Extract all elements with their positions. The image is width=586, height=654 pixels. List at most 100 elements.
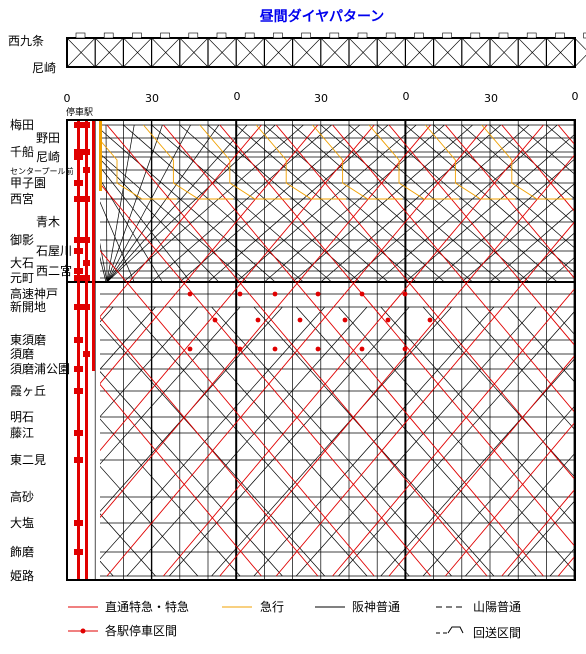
top-panel: 西九条 尼崎	[8, 32, 586, 75]
diagram-frame	[66, 119, 576, 581]
time-tick-label: 30	[314, 92, 328, 105]
hanshin-local-down	[517, 124, 575, 176]
station-label: 高速神戸	[10, 286, 58, 301]
stop-marker	[83, 149, 90, 155]
hanshin-local-up	[348, 124, 530, 283]
stop-marker	[83, 275, 90, 281]
top-train-line	[461, 37, 491, 68]
station-label: 大石	[10, 256, 34, 270]
stop-dot	[212, 317, 218, 323]
top-deadhead-mark	[470, 32, 481, 39]
express-down	[368, 124, 459, 200]
station-label: 東二見	[10, 453, 46, 467]
legend-label: 阪神普通	[352, 600, 400, 614]
top-train-line	[546, 37, 575, 68]
stop-column-orange	[99, 121, 102, 191]
stop-marker	[74, 549, 83, 555]
top-deadhead-mark	[329, 32, 340, 39]
stop-marker	[74, 268, 83, 274]
top-deadhead-mark	[526, 32, 537, 39]
stop-dot	[237, 291, 243, 297]
hanshin-local-up	[546, 256, 575, 283]
express-down	[425, 124, 516, 200]
hanshin-local-down	[100, 128, 276, 283]
station-label: 飾磨	[10, 545, 34, 559]
stop-dot	[385, 317, 391, 323]
stop-marker	[74, 304, 83, 310]
legend-swatch-loop	[447, 626, 464, 634]
stop-column-label: 停車駅	[66, 106, 93, 118]
station-label: 新開地	[10, 299, 46, 314]
hanshin-local-up	[489, 207, 575, 283]
top-train-line	[376, 37, 406, 68]
sanyo-local-up	[380, 357, 575, 577]
hanshin-local-down	[100, 178, 163, 283]
top-deadhead-mark	[132, 32, 142, 39]
top-deadhead-mark	[160, 32, 170, 39]
legend-item-all-stations: 各駅停車区間	[68, 623, 177, 638]
limited-express-up	[445, 421, 575, 577]
stop-marker	[74, 248, 83, 254]
sanyo-local-up	[507, 500, 575, 577]
stop-marker	[83, 167, 90, 173]
sanyo-local-up	[169, 306, 410, 577]
stop-marker	[74, 122, 83, 128]
time-tick-label: 30	[145, 92, 159, 105]
legend-label: 回送区間	[473, 625, 521, 640]
top-deadhead-mark	[103, 32, 114, 39]
stop-marker	[74, 196, 83, 202]
station-label: 須磨	[10, 347, 34, 361]
top-train-line	[207, 37, 237, 68]
diagram-title: 昼間ダイヤパターン	[260, 8, 385, 25]
limited-express-up	[106, 124, 488, 577]
top-train-line	[292, 37, 322, 68]
limited-express-up	[557, 555, 575, 577]
stop-marker	[83, 351, 90, 357]
sanyo-local-up	[100, 306, 241, 465]
limited-express-down	[388, 124, 575, 347]
top-train-line	[517, 37, 547, 68]
station-label: 高砂	[10, 489, 34, 504]
hanshin-local-down	[546, 124, 575, 151]
top-train-line	[264, 37, 293, 68]
top-train-line	[94, 37, 124, 68]
top-deadhead-mark	[555, 32, 565, 39]
station-label: 尼崎	[36, 150, 60, 164]
stop-dot	[342, 317, 348, 323]
top-deadhead-mark	[498, 32, 509, 39]
hanshin-local-up	[461, 182, 575, 283]
sanyo-local-down	[100, 465, 199, 577]
legend-swatch-dot	[80, 628, 86, 634]
stop-marker	[74, 275, 83, 281]
stop-marker	[74, 457, 83, 463]
sanyo-local-up	[100, 306, 283, 512]
express-down	[255, 124, 347, 200]
station-label: 東須磨	[10, 333, 46, 347]
express-down	[312, 124, 403, 200]
top-deadhead-mark	[301, 32, 311, 39]
hanshin-local-up	[105, 124, 108, 283]
stop-dot	[272, 291, 278, 297]
stop-dot	[359, 291, 365, 297]
stop-marker	[74, 154, 83, 160]
hanshin-local-up	[207, 124, 389, 283]
top-deadhead-mark	[385, 32, 396, 39]
station-label: 姫路	[10, 568, 34, 583]
top-deadhead-mark	[273, 32, 283, 39]
top-train-line	[574, 54, 586, 68]
hanshin-local-up	[106, 124, 191, 283]
hanshin-local-down	[100, 201, 135, 283]
station-label: 霞ヶ丘	[10, 384, 46, 398]
top-train-line	[489, 37, 519, 68]
stop-dot	[427, 317, 433, 323]
top-train-line	[405, 37, 434, 68]
stop-dot	[315, 291, 321, 297]
stop-column-rapid	[92, 121, 95, 371]
top-deadhead-mark	[75, 32, 86, 39]
stop-dot	[237, 346, 243, 352]
station-label: 甲子園	[10, 176, 46, 190]
station-label: 明石	[10, 410, 34, 424]
hanshin-local-up	[106, 124, 135, 283]
top-station-label: 尼崎	[32, 61, 56, 75]
legend-item-sanyo-local: 山陽普通	[436, 600, 521, 614]
